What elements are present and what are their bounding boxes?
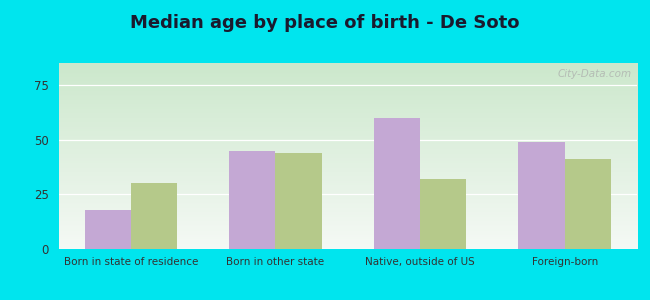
Bar: [131, 183, 177, 249]
Bar: [519, 142, 565, 249]
Text: Median age by place of birth - De Soto: Median age by place of birth - De Soto: [130, 14, 520, 32]
Bar: [420, 179, 466, 249]
Bar: [565, 159, 611, 249]
Bar: [84, 210, 131, 249]
Text: City-Data.com: City-Data.com: [557, 69, 631, 79]
Bar: [229, 151, 276, 249]
Bar: [276, 153, 322, 249]
Bar: [374, 118, 420, 249]
